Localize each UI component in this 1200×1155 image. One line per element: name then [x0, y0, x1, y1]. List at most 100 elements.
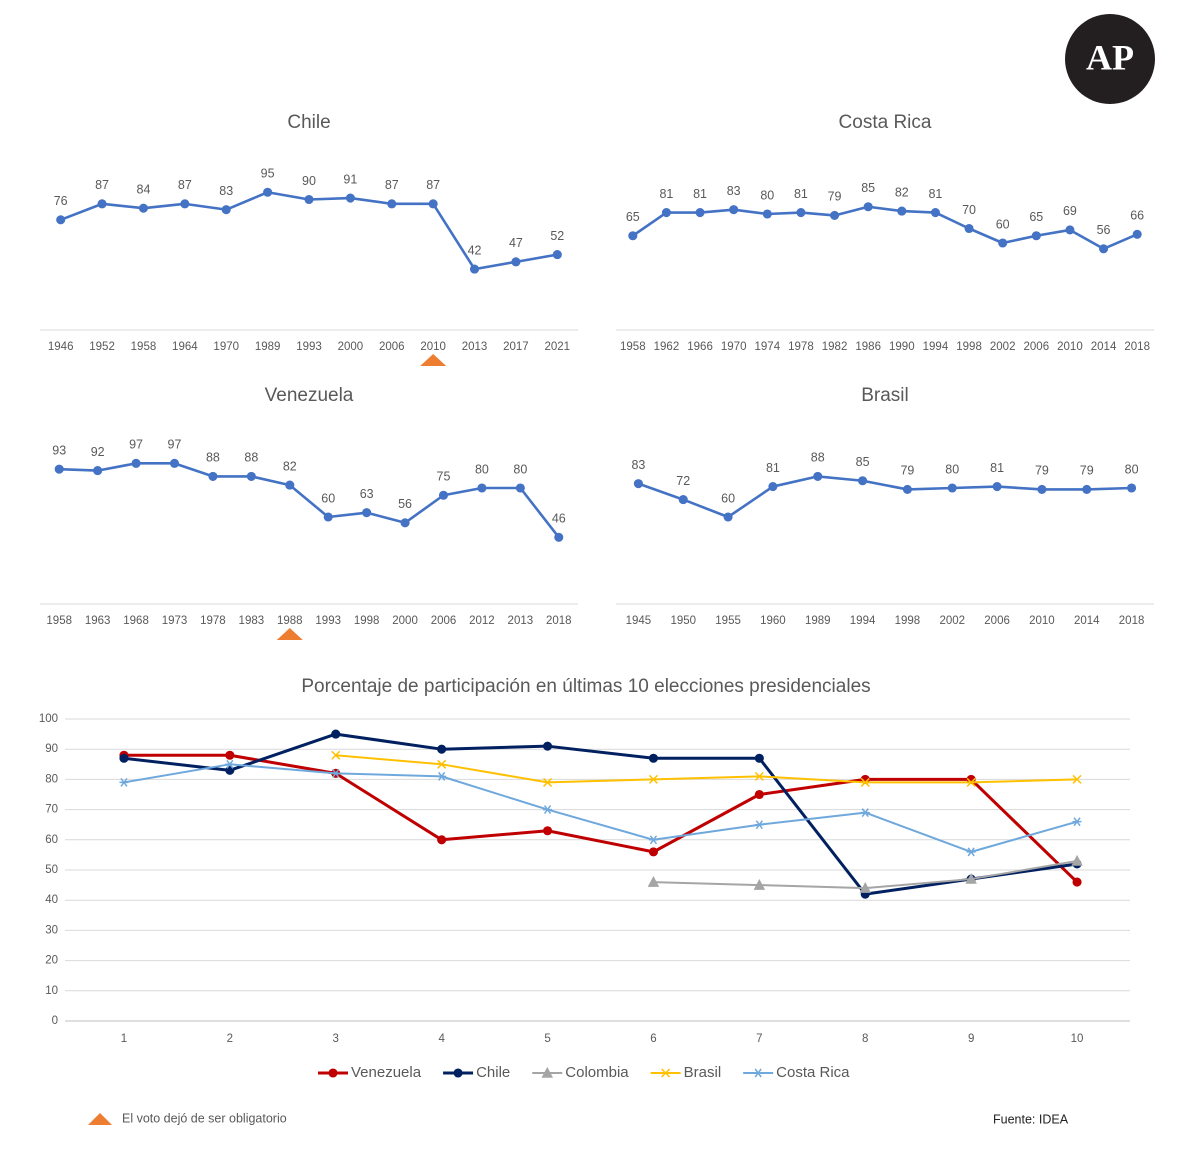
series-line	[335, 754, 1078, 784]
x-tick-label: 7	[756, 1033, 762, 1045]
data-label: 56	[398, 497, 412, 511]
point	[863, 202, 873, 212]
note: El voto dejó de ser obligatorio	[122, 1111, 287, 1125]
x-tick-label: 2006	[379, 341, 405, 353]
data-label: 80	[945, 462, 959, 476]
x-tick-label: 2014	[1091, 341, 1117, 353]
point	[428, 199, 438, 209]
legend-marker	[453, 1068, 463, 1078]
legend-marker	[541, 1066, 554, 1078]
x-tick-label: 2018	[1119, 615, 1145, 627]
point	[762, 209, 772, 219]
point	[304, 194, 314, 205]
data-label: 79	[1035, 464, 1049, 478]
point	[362, 508, 372, 518]
data-label: 79	[1080, 464, 1094, 478]
point	[438, 490, 449, 500]
x-tick-label: 1989	[805, 615, 831, 627]
point	[695, 208, 705, 218]
x-tick-label: 2021	[545, 341, 571, 353]
x-tick-label: 1970	[213, 341, 239, 353]
point	[1132, 229, 1142, 239]
data-label: 87	[426, 178, 440, 192]
data-label: 47	[509, 236, 523, 250]
x-tick-label: 2000	[338, 341, 364, 353]
x-tick-label: 1978	[788, 341, 814, 353]
point	[400, 518, 410, 528]
x-tick-label: 1946	[48, 341, 74, 353]
data-label: 80	[1125, 462, 1139, 476]
x-tick-label: 5	[544, 1033, 550, 1045]
data-label: 81	[693, 187, 707, 201]
x-tick-label: 2014	[1074, 615, 1100, 627]
point	[387, 199, 397, 209]
data-label: 81	[794, 187, 808, 201]
point	[998, 238, 1008, 248]
data-label: 76	[54, 194, 68, 208]
data-label: 83	[219, 184, 233, 198]
point	[437, 771, 447, 781]
x-tick-label: 1998	[956, 341, 982, 353]
data-label: 60	[321, 491, 335, 505]
point	[1072, 774, 1082, 784]
x-tick-label: 1	[121, 1033, 127, 1045]
legend-marker	[328, 1068, 338, 1078]
data-label: 95	[261, 167, 275, 181]
x-tick-label: 3	[333, 1033, 339, 1045]
highlight-marker	[276, 628, 303, 640]
point	[966, 777, 976, 787]
y-tick-label: 0	[52, 1015, 58, 1027]
x-tick-label: 2010	[420, 341, 446, 353]
data-label: 75	[437, 470, 451, 484]
point	[97, 199, 107, 209]
point	[543, 777, 553, 787]
chart-title: Venezuela	[265, 385, 354, 406]
data-label: 70	[962, 203, 976, 217]
point	[1099, 244, 1109, 254]
data-label: 56	[1097, 223, 1111, 237]
logo-badge	[1065, 14, 1155, 104]
line	[637, 475, 1132, 519]
point	[169, 458, 180, 468]
x-tick-label: 1973	[162, 615, 188, 627]
x-tick-label: 2000	[392, 615, 418, 627]
data-label: 80	[760, 188, 774, 202]
data-label: 72	[676, 474, 690, 488]
point	[648, 847, 659, 857]
data-label: 65	[1029, 210, 1043, 224]
point	[285, 480, 295, 490]
x-tick-label: 1974	[755, 341, 781, 353]
x-tick-label: 2010	[1057, 341, 1083, 353]
chart-title: Brasil	[861, 385, 909, 406]
x-tick-label: 1993	[296, 341, 322, 353]
data-label: 69	[1063, 204, 1077, 218]
point	[897, 206, 907, 216]
point	[225, 759, 235, 769]
point	[796, 208, 806, 218]
point	[965, 872, 977, 884]
chart-title: Chile	[287, 112, 330, 133]
data-label: 97	[168, 438, 182, 452]
x-tick-label: 2006	[1024, 341, 1050, 353]
data-label: 52	[550, 229, 564, 243]
point	[1082, 484, 1092, 495]
x-tick-label: 2012	[469, 615, 495, 627]
data-label: 97	[129, 438, 143, 452]
data-label: 80	[513, 462, 527, 476]
point	[180, 199, 190, 209]
point	[469, 264, 480, 274]
line	[59, 462, 560, 539]
line	[632, 205, 1138, 251]
x-tick-label: 2006	[431, 615, 457, 627]
point	[729, 205, 739, 215]
point	[754, 820, 764, 830]
x-tick-label: 1982	[822, 341, 848, 353]
y-tick-label: 40	[45, 894, 58, 906]
series-line	[123, 753, 1079, 884]
point	[331, 750, 341, 760]
data-label: 83	[727, 184, 741, 198]
point	[754, 789, 764, 800]
data-label: 85	[861, 181, 875, 195]
x-tick-label: 1994	[923, 341, 949, 353]
